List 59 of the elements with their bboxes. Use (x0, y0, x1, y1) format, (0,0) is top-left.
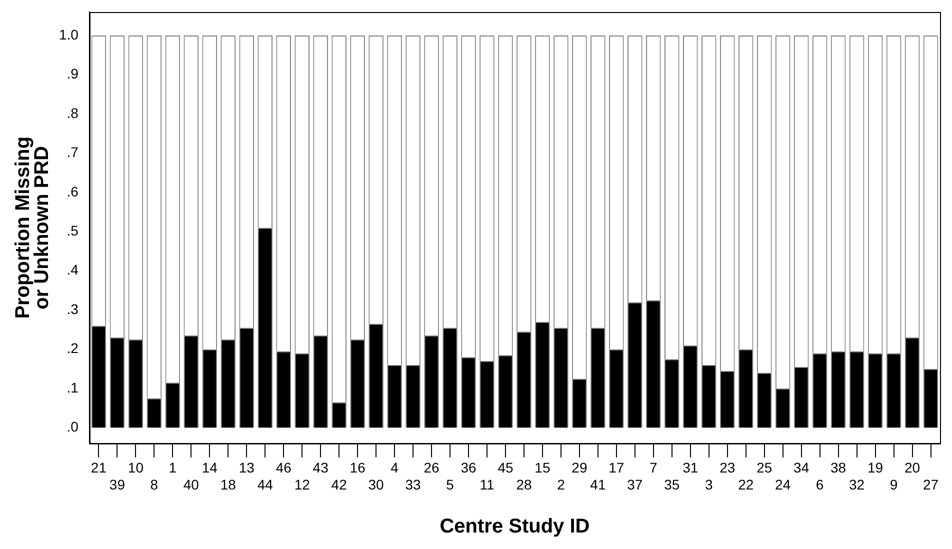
y-tick-label: .5 (66, 222, 79, 238)
x-tick-label: 10 (128, 460, 144, 476)
x-tick-label: 22 (738, 476, 754, 492)
x-tick-label: 15 (534, 460, 550, 476)
x-tick-label: 25 (756, 460, 772, 476)
x-tick-label: 21 (90, 460, 107, 476)
x-tick-label: 3 (704, 476, 713, 492)
y-tick-label: .9 (66, 66, 79, 82)
x-tick-label: 24 (775, 476, 791, 492)
x-tick-label: 42 (331, 476, 348, 492)
y-tick-label: .1 (66, 379, 79, 396)
x-tick-label: 46 (276, 460, 292, 476)
y-tick-label: .7 (66, 144, 79, 160)
x-tick-label: 40 (183, 476, 200, 492)
x-tick-label: 26 (424, 460, 440, 476)
x-tick-label: 12 (294, 476, 310, 492)
x-tick-label: 5 (446, 476, 454, 492)
x-tick-label: 28 (516, 476, 532, 492)
x-tick-label: 14 (202, 460, 218, 476)
x-tick-label: 4 (390, 460, 399, 476)
x-tick-label: 38 (830, 460, 846, 476)
y-tick-label: .6 (66, 183, 79, 200)
x-tick-label: 33 (405, 476, 422, 492)
x-tick-label: 41 (590, 476, 606, 492)
y-tick-label: .2 (66, 340, 79, 356)
y-tick-label: .4 (66, 262, 79, 278)
y-tick-label: .8 (66, 104, 79, 121)
x-tick-label: 44 (257, 476, 274, 492)
x-tick-label: 8 (150, 476, 158, 492)
x-tick-label: 30 (368, 476, 384, 492)
x-tick-label: 16 (350, 460, 366, 476)
x-tick-label: 36 (460, 460, 477, 476)
x-tick-label: 32 (849, 476, 865, 492)
x-tick-label: 34 (794, 460, 810, 476)
x-axis-title: Centre Study ID (440, 516, 590, 538)
x-tick-label: 13 (238, 460, 255, 476)
x-tick-label: 23 (720, 460, 736, 476)
x-tick-label: 7 (650, 460, 658, 476)
x-tick-label: 35 (664, 476, 680, 492)
x-tick-label: 31 (682, 460, 698, 476)
x-tick-label: 45 (498, 460, 514, 476)
y-tick-label: 1.0 (58, 26, 79, 42)
x-tick-label: 1 (168, 460, 177, 476)
y-axis-title: Proportion Missing or Unknown PRD (12, 136, 54, 319)
x-tick-label: 6 (816, 476, 824, 492)
x-tick-label: 27 (922, 476, 939, 492)
x-tick-label: 17 (608, 460, 624, 476)
x-tick-label: 2 (557, 476, 566, 492)
x-tick-label: 19 (867, 460, 884, 476)
y-tick-label: .3 (66, 300, 79, 317)
x-tick-label: 9 (890, 476, 898, 492)
y-tick-label: .0 (66, 418, 79, 435)
x-tick-label: 11 (480, 476, 494, 492)
x-tick-label: 43 (312, 460, 329, 476)
x-tick-label: 18 (220, 476, 236, 492)
x-tick-label: 37 (627, 476, 643, 492)
x-tick-label: 39 (109, 476, 126, 492)
x-tick-label: 29 (572, 460, 588, 476)
x-tick-label: 20 (904, 460, 920, 476)
